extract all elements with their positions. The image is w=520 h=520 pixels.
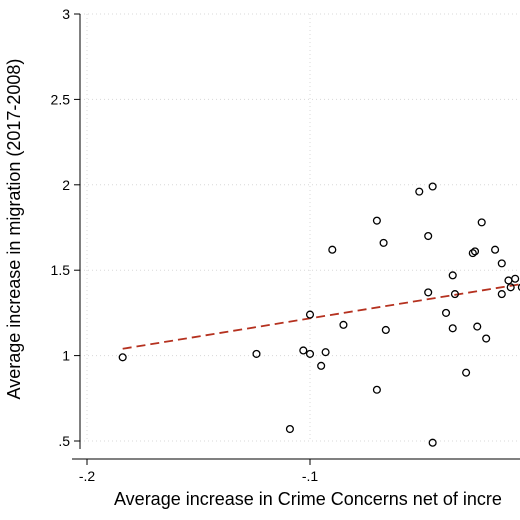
data-point	[415, 187, 424, 196]
fit-line	[122, 283, 520, 350]
data-points	[118, 182, 520, 447]
data-point	[506, 283, 515, 292]
data-point	[497, 259, 506, 268]
fit-line-group	[122, 283, 520, 350]
data-point	[424, 231, 433, 241]
y-tick-label: 2.5	[51, 91, 71, 107]
y-axis-title: Average increase in migration (2017-2008…	[4, 59, 24, 400]
data-point	[504, 276, 513, 285]
x-axis-title: Average increase in Crime Concerns net o…	[114, 489, 502, 509]
data-point	[339, 320, 348, 329]
x-tick-label: -.2	[79, 468, 96, 484]
data-point	[473, 322, 482, 331]
data-point	[299, 346, 308, 355]
data-point	[328, 245, 337, 254]
data-point	[379, 238, 388, 247]
data-point	[477, 218, 486, 227]
y-tick-label: 3	[62, 6, 70, 22]
grid-lines	[80, 13, 520, 442]
data-point	[448, 324, 457, 333]
data-point	[372, 385, 381, 394]
data-point	[470, 247, 480, 256]
data-point	[118, 353, 127, 362]
data-point	[381, 325, 390, 335]
data-point	[424, 288, 433, 297]
y-tick-label: 1	[62, 348, 70, 364]
data-point	[285, 424, 294, 434]
data-point	[317, 361, 326, 370]
y-tick-label: 2	[62, 177, 70, 193]
data-point	[497, 290, 506, 299]
data-point	[491, 245, 500, 254]
x-tick-label: -.1	[302, 468, 319, 484]
data-point	[517, 283, 520, 291]
tick-labels: .5 1 1.5 2 2.5 3 -.2 -.1	[51, 6, 319, 484]
data-point	[511, 274, 520, 283]
data-point	[450, 290, 460, 299]
data-point	[428, 438, 437, 447]
y-tick-label: 1.5	[51, 262, 71, 278]
data-point	[321, 348, 330, 357]
data-point	[252, 349, 261, 358]
data-point	[462, 368, 471, 377]
y-tick-label: .5	[58, 433, 70, 449]
data-point	[305, 349, 315, 358]
data-point	[305, 310, 315, 319]
data-point	[468, 249, 477, 258]
axes	[72, 13, 520, 465]
data-point	[441, 308, 451, 317]
data-point	[372, 216, 381, 225]
data-point	[448, 271, 457, 280]
data-point	[482, 334, 491, 343]
data-point	[428, 182, 437, 191]
